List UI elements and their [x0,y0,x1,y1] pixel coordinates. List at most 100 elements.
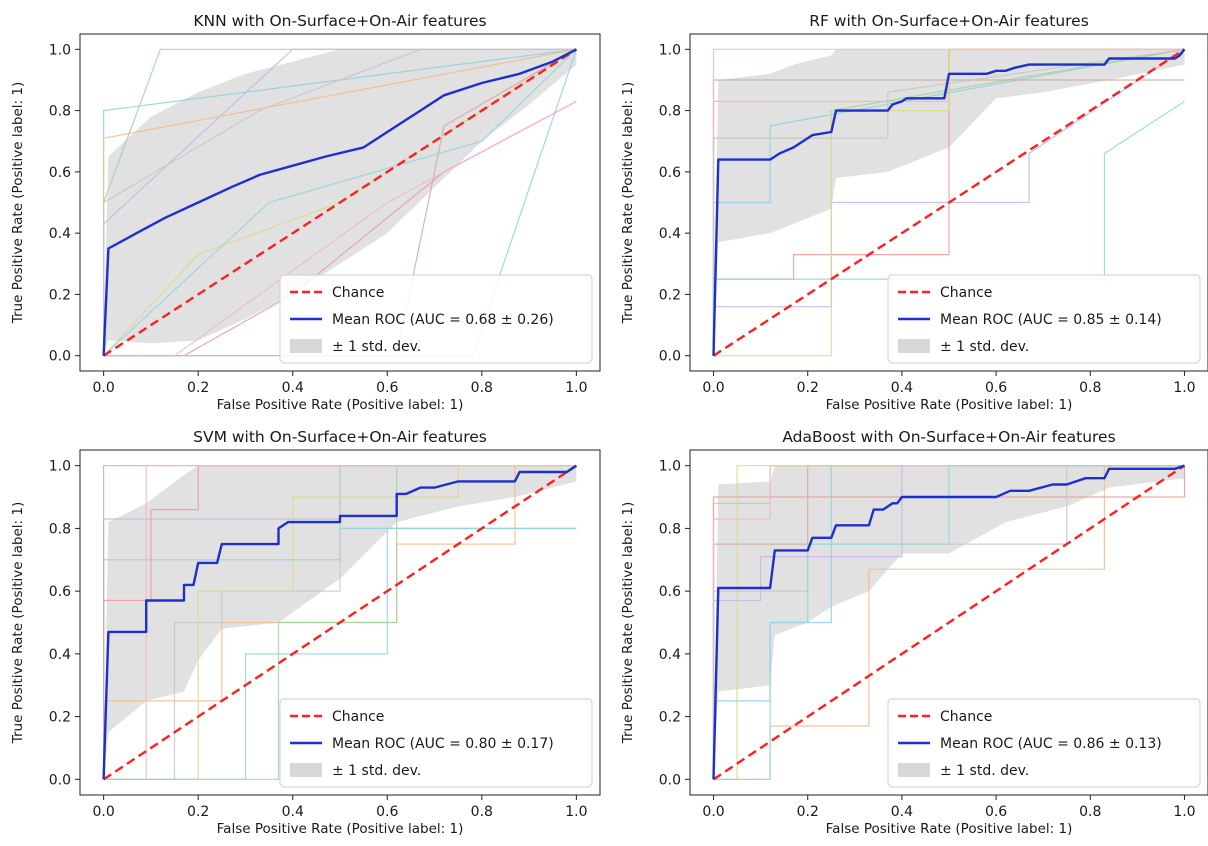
x-tick-label: 1.0 [565,380,587,396]
legend: Chance Mean ROC (AUC = 0.80 ± 0.17) ± 1 st… [279,698,593,788]
fold-roc-line [103,48,577,357]
x-tick-label: 0.4 [282,804,304,820]
x-tick-label: 0.0 [702,380,724,396]
legend-entry: Mean ROC (AUC = 0.86 ± 0.13) [940,736,1162,752]
legend-box [887,698,1201,788]
legend-box [279,274,593,364]
legend-entry: Chance [940,285,992,301]
y-tick-label: 0.6 [659,584,681,600]
x-tick-label: 0.2 [797,380,819,396]
y-tick-label: 0.8 [659,521,681,537]
mean-roc-line [712,48,1186,356]
chance-line [712,464,1186,781]
y-tick-label: 0.2 [49,710,71,726]
chance-line [102,48,578,357]
legend-entry: ± 1 std. dev. [332,339,421,355]
x-tick-label: 0.0 [93,804,115,820]
y-tick-label: 1.0 [49,459,71,475]
roc-panel-2: RF with On-Surface+On-Air features 0.0 0.2… [620,12,1208,413]
legend-entry: Mean ROC (AUC = 0.68 ± 0.26) [332,312,554,328]
x-axis-label: False Positive Rate (Positive label: 1) [217,821,464,837]
y-tick-label: 0.4 [659,226,681,242]
chance-line [102,464,578,781]
legend-std-swatch [898,339,930,353]
x-tick-label: 0.0 [93,380,115,396]
mean-roc-line [712,464,1185,780]
y-axis-label: True Positive Rate (Positive label: 1) [10,502,26,745]
x-tick-label: 0.0 [702,804,724,820]
chart-title: RF with On-Surface+On-Air features [809,12,1089,30]
legend: Chance Mean ROC (AUC = 0.68 ± 0.26) ± 1 st… [279,274,593,364]
fold-roc-line [103,465,577,780]
y-axis-label: True Positive Rate (Positive label: 1) [10,82,26,325]
x-tick-label: 0.8 [1079,804,1101,820]
legend: Chance Mean ROC (AUC = 0.86 ± 0.13) ± 1 st… [887,698,1201,788]
legend-entry: ± 1 std. dev. [940,339,1029,355]
roc-panel-1: KNN with On-Surface+On-Air features 0.0 0.… [10,12,601,413]
y-tick-label: 1.0 [659,459,681,475]
fold-roc-line [102,48,577,356]
legend-entry: Chance [332,709,384,725]
x-axis-label: False Positive Rate (Positive label: 1) [217,397,464,413]
y-tick-label: 0.0 [49,772,71,788]
legend-entry: Chance [940,709,992,725]
y-axis-label: True Positive Rate (Positive label: 1) [620,82,636,325]
y-axis-label: True Positive Rate (Positive label: 1) [620,502,636,745]
plot-area [712,48,1186,357]
y-tick-label: 0.8 [49,104,71,120]
chart-title: SVM with On-Surface+On-Air features [193,428,487,446]
y-tick-label: 0.2 [659,710,681,726]
fold-roc-line [103,527,577,780]
mean-roc-line [102,464,578,780]
y-tick-label: 0.0 [659,349,681,365]
x-tick-label: 0.4 [282,380,304,396]
x-tick-label: 0.8 [471,804,493,820]
y-tick-label: 0.6 [49,165,71,181]
y-tick-label: 0.4 [49,226,71,242]
chance-line [712,48,1186,357]
x-tick-label: 0.2 [187,380,209,396]
plot-area [712,464,1186,781]
legend-entry: Mean ROC (AUC = 0.80 ± 0.17) [332,736,554,752]
x-tick-label: 0.8 [471,380,493,396]
x-axis-label: False Positive Rate (Positive label: 1) [826,821,1073,837]
legend-std-swatch [898,763,930,777]
x-tick-label: 0.6 [985,804,1007,820]
fold-roc-line [103,465,577,780]
y-tick-label: 0.0 [659,772,681,788]
axes-frame [689,449,1208,796]
legend-entry: Chance [332,285,384,301]
axes-frame [79,449,601,796]
x-tick-label: 0.4 [891,380,913,396]
y-tick-label: 1.0 [49,42,71,58]
legend-box [279,698,593,788]
legend: Chance Mean ROC (AUC = 0.85 ± 0.14) ± 1 st… [887,274,1201,364]
axes-frame [689,33,1208,372]
chart-title: KNN with On-Surface+On-Air features [193,12,486,30]
y-tick-label: 0.4 [49,647,71,663]
x-tick-label: 0.6 [376,380,398,396]
fold-roc-line [712,48,1185,356]
legend-entry: Mean ROC (AUC = 0.85 ± 0.14) [940,312,1162,328]
y-tick-label: 0.6 [659,165,681,181]
fold-roc-line [713,465,1185,780]
legend-entry: ± 1 std. dev. [332,763,421,779]
y-tick-label: 0.2 [49,287,71,303]
x-tick-label: 1.0 [1173,804,1195,820]
legend-entry: ± 1 std. dev. [940,763,1029,779]
chart-title: AdaBoost with On-Surface+On-Air features [782,428,1115,446]
x-tick-label: 0.2 [797,804,819,820]
legend-std-swatch [290,339,322,353]
y-tick-label: 0.2 [659,287,681,303]
y-tick-label: 0.6 [49,584,71,600]
x-axis-label: False Positive Rate (Positive label: 1) [826,397,1073,413]
x-tick-label: 0.8 [1079,380,1101,396]
roc-panel-4: AdaBoost with On-Surface+On-Air features… [620,428,1208,837]
plot-area [102,464,578,781]
y-tick-label: 0.8 [659,104,681,120]
x-tick-label: 1.0 [1173,380,1195,396]
axes-frame [79,33,601,372]
mean-roc-line [102,48,577,356]
y-tick-label: 1.0 [659,42,681,58]
